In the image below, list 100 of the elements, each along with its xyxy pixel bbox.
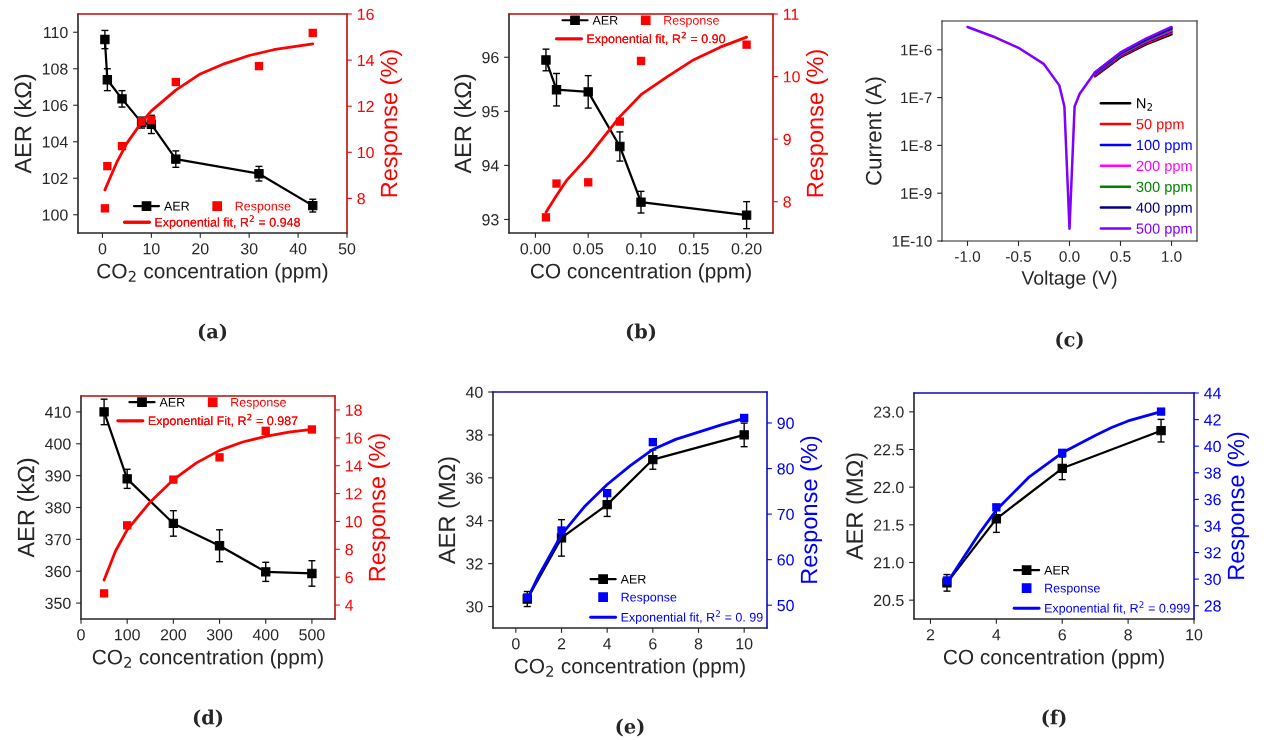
x-tick-label: 0 [77,629,85,641]
y-tick-label: 410 [45,406,71,418]
y-tick-label: 106 [42,99,68,112]
x-tick-label: -1.0 [955,251,981,262]
y2-tick-label: 6 [345,571,353,584]
y2-tick-label: 9 [783,133,791,146]
y2-tick-label: 60 [777,554,794,566]
y-tick-label: 21.0 [874,557,904,569]
x-tick-label: 200 [160,629,187,641]
y2-tick-label: 8 [783,196,791,208]
y2-tick-label: 38 [1204,467,1221,479]
x-tick-label: 50 [338,243,356,255]
x-axis-title: Voltage (V) [1021,270,1117,289]
x-tick-label: 400 [252,629,279,641]
x-tick-label: 0.20 [731,243,762,255]
x-tick-label: 10 [1186,629,1203,641]
x-tick-label: 10 [143,243,160,255]
x-tick-label: 0.0 [1059,251,1080,262]
y-tick-label: 22.5 [874,444,904,456]
y2-tick-label: 10 [345,516,362,528]
y-tick-label: 104 [42,136,68,148]
x-tick-label: 500 [299,629,325,641]
y-tick-label: 1E-10 [892,235,932,247]
x-tick-label: 0 [512,638,520,650]
y-axis-title: AER (kΩ) [17,458,40,558]
legend-label: Response [621,592,677,604]
legend-label: 300 ppm [1136,181,1192,195]
legend-label: 50 ppm [1136,118,1184,133]
y-tick-label: 22.0 [874,481,904,494]
legend-label: Response [231,397,286,410]
x-axis-title: CO concentration (ppm) [530,263,751,283]
x-tick-label: 2 [926,629,935,641]
legend-label: Exponential fit, R$^{2}$ = 0.999 [1045,601,1190,616]
x-tick-label: 6 [649,638,657,650]
y-axis-title: AER (kΩ) [14,74,37,174]
y-tick-label: 38 [466,429,483,441]
legend-label: N$_{2}$ [1137,98,1153,111]
y2-tick-label: 16 [357,8,374,20]
x-tick-label: 1.0 [1162,251,1182,262]
y2-tick-label: 16 [345,432,362,444]
x-tick-label: 300 [206,629,233,641]
y2-axis-title: Response (%) [800,436,823,583]
x-tick-label: 0.5 [1110,251,1131,262]
x-tick-label: 100 [115,629,140,641]
y2-tick-label: 50 [777,599,794,612]
x-axis-title: CO$_{2}$ concentration (ppm) [97,263,328,283]
x-tick-label: 0.00 [520,243,551,255]
y-tick-label: 30 [466,601,483,613]
x-tick-label: -0.5 [1006,251,1032,262]
x-tick-label: 4 [603,638,612,650]
legend-label: AER [1044,565,1070,575]
x-tick-label: 8 [1124,629,1132,641]
x-tick-label: 4 [992,629,1001,641]
y2-tick-label: 34 [1204,520,1222,532]
legend-label: Response [1045,583,1100,595]
y-tick-label: 21.5 [874,519,904,531]
legend-label: Response [664,16,719,28]
x-axis-title: CO$_{2}$ concentration (ppm) [92,649,323,669]
y2-tick-label: 18 [345,404,362,416]
y2-tick-label: 30 [1204,573,1221,586]
legend-label: 100 ppm [1136,139,1192,154]
y-tick-label: 390 [45,470,71,482]
y-tick-label: 32 [466,558,483,570]
y-tick-label: 1E-9 [901,188,932,199]
legend-label: Response [235,201,291,213]
y2-tick-label: 10 [357,146,374,159]
y2-tick-label: 14 [357,54,375,66]
x-tick-label: 2 [557,638,566,650]
y-tick-label: 350 [45,597,71,610]
y-axis-title: Current (A) [865,77,886,185]
legend-label: 400 ppm [1136,202,1192,216]
y2-tick-label: 42 [1204,414,1221,426]
y2-axis-title: Response (%) [368,434,391,581]
y-tick-label: 96 [482,51,499,64]
y-tick-label: 360 [45,565,71,578]
x-tick-label: 6 [1058,629,1066,641]
x-tick-label: 10 [736,638,753,650]
legend-label: 500 ppm [1136,223,1192,237]
y2-axis-title: Response (%) [380,50,403,197]
y2-tick-label: 8 [357,193,365,205]
y2-tick-label: 11 [783,8,799,20]
y-axis-title: AER (MΩ) [845,453,868,561]
y2-axis-title: Response (%) [1227,432,1250,579]
text: (a) [198,323,227,342]
y2-tick-label: 10 [783,71,800,83]
y2-tick-label: 14 [345,460,363,472]
text: (d) [193,709,223,728]
y-tick-label: 1E-6 [901,44,932,56]
y2-tick-label: 70 [777,508,794,521]
x-tick-label: 40 [289,243,307,255]
legend-label: AER [620,574,646,584]
text: (b) [626,323,656,342]
text: (f) [1042,709,1066,728]
legend-label: 200 ppm [1136,160,1192,174]
y2-tick-label: 8 [345,543,353,556]
y-tick-label: 102 [42,172,68,185]
y2-tick-label: 44 [1204,387,1222,399]
text: (c) [1056,331,1083,350]
y-tick-label: 95 [482,105,499,118]
x-axis-title: CO$_{2}$ concentration (ppm) [514,658,745,678]
